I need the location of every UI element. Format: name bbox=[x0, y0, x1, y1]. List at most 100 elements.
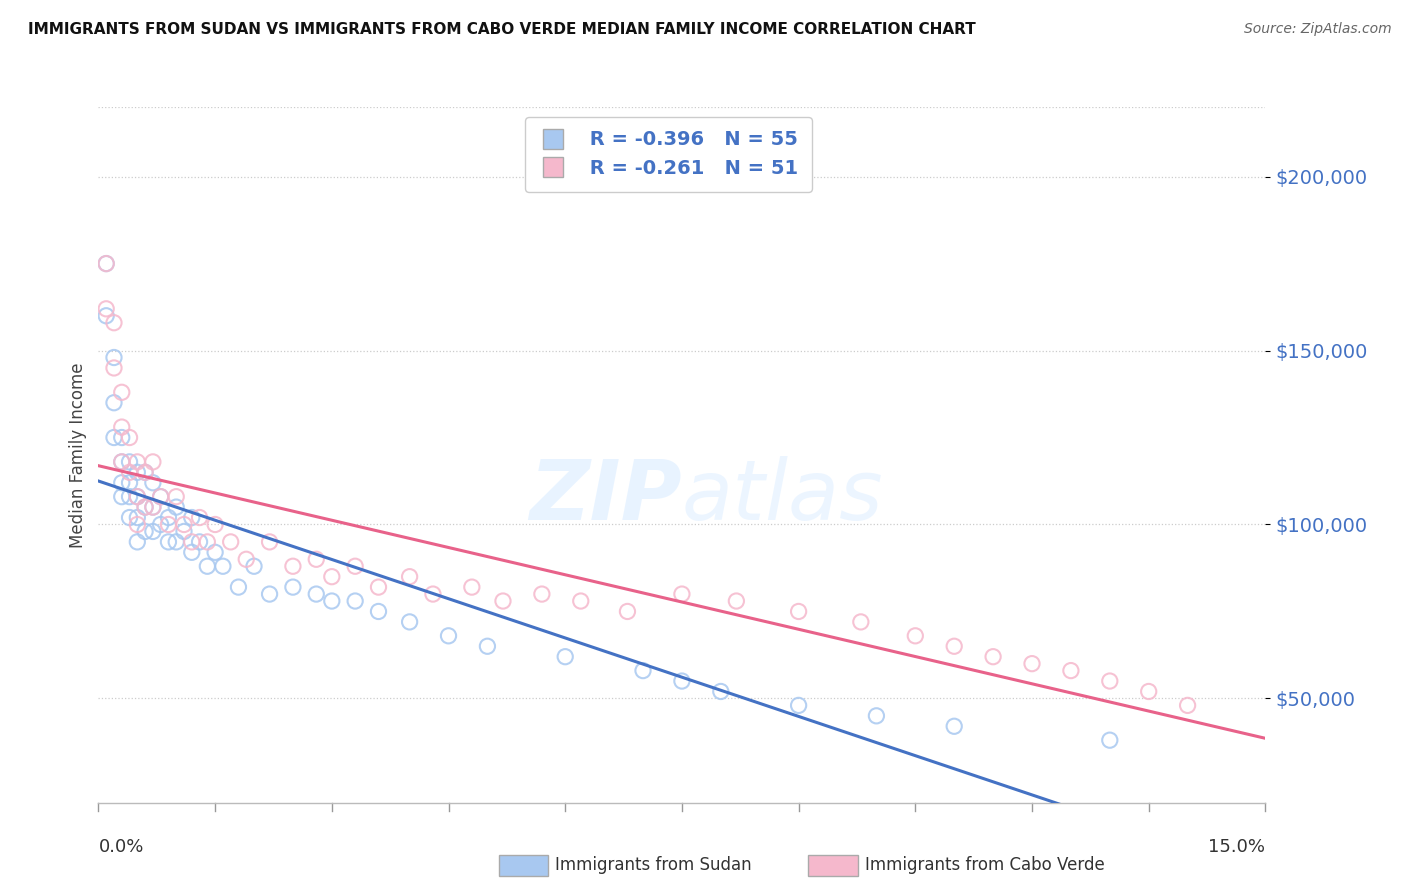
Point bbox=[422, 587, 444, 601]
Point bbox=[165, 500, 187, 514]
Point bbox=[118, 466, 141, 480]
Point bbox=[127, 490, 149, 504]
Point bbox=[149, 490, 172, 504]
Y-axis label: Median Family Income: Median Family Income bbox=[69, 362, 87, 548]
Point bbox=[671, 674, 693, 689]
Point bbox=[195, 559, 218, 574]
Point bbox=[142, 500, 165, 514]
Point bbox=[204, 517, 226, 532]
Point bbox=[367, 605, 389, 619]
Point bbox=[195, 534, 218, 549]
Point bbox=[96, 309, 118, 323]
Point bbox=[477, 639, 499, 653]
Point bbox=[710, 684, 733, 698]
Point bbox=[1177, 698, 1199, 713]
Text: atlas: atlas bbox=[682, 456, 883, 537]
Point bbox=[142, 455, 165, 469]
Point bbox=[188, 534, 211, 549]
Point bbox=[321, 594, 343, 608]
Point bbox=[1060, 664, 1083, 678]
Text: Immigrants from Sudan: Immigrants from Sudan bbox=[555, 856, 752, 874]
Point bbox=[103, 360, 125, 375]
Point bbox=[188, 510, 211, 524]
Point bbox=[981, 649, 1004, 664]
Point bbox=[631, 664, 654, 678]
Point bbox=[1098, 733, 1121, 747]
Point bbox=[725, 594, 748, 608]
Point bbox=[142, 475, 165, 490]
Point bbox=[1021, 657, 1043, 671]
Point bbox=[305, 552, 328, 566]
Point bbox=[127, 455, 149, 469]
Point bbox=[212, 559, 235, 574]
Point bbox=[259, 534, 281, 549]
Point bbox=[1098, 674, 1121, 689]
Point bbox=[165, 534, 187, 549]
Point bbox=[96, 256, 118, 270]
Point bbox=[142, 524, 165, 539]
Point bbox=[235, 552, 257, 566]
Point bbox=[149, 490, 172, 504]
Point bbox=[103, 351, 125, 365]
Point bbox=[492, 594, 515, 608]
Point bbox=[787, 698, 810, 713]
Point bbox=[127, 466, 149, 480]
Point bbox=[671, 587, 693, 601]
Point bbox=[1137, 684, 1160, 698]
Point bbox=[165, 490, 187, 504]
Point bbox=[111, 455, 134, 469]
Point bbox=[111, 385, 134, 400]
Point bbox=[787, 605, 810, 619]
Text: IMMIGRANTS FROM SUDAN VS IMMIGRANTS FROM CABO VERDE MEDIAN FAMILY INCOME CORRELA: IMMIGRANTS FROM SUDAN VS IMMIGRANTS FROM… bbox=[28, 22, 976, 37]
Point bbox=[180, 534, 202, 549]
Point bbox=[904, 629, 927, 643]
Point bbox=[118, 510, 141, 524]
Point bbox=[118, 455, 141, 469]
Point bbox=[321, 570, 343, 584]
Point bbox=[281, 580, 304, 594]
Point bbox=[398, 570, 420, 584]
Text: 15.0%: 15.0% bbox=[1208, 838, 1265, 855]
Text: 0.0%: 0.0% bbox=[98, 838, 143, 855]
Point bbox=[118, 490, 141, 504]
Point bbox=[219, 534, 242, 549]
Legend:  R = -0.396   N = 55,  R = -0.261   N = 51: R = -0.396 N = 55, R = -0.261 N = 51 bbox=[526, 117, 813, 192]
Point bbox=[228, 580, 250, 594]
Point bbox=[103, 395, 125, 409]
Point bbox=[157, 510, 180, 524]
Point bbox=[134, 500, 156, 514]
Point bbox=[344, 594, 367, 608]
Point bbox=[134, 466, 156, 480]
Point bbox=[96, 301, 118, 316]
Point bbox=[127, 534, 149, 549]
Point bbox=[111, 455, 134, 469]
Point bbox=[281, 559, 304, 574]
Point bbox=[134, 466, 156, 480]
Point bbox=[111, 420, 134, 434]
Point bbox=[157, 534, 180, 549]
Point bbox=[367, 580, 389, 594]
Point bbox=[204, 545, 226, 559]
Point bbox=[437, 629, 460, 643]
Point bbox=[134, 524, 156, 539]
Point bbox=[530, 587, 553, 601]
Point bbox=[243, 559, 266, 574]
Text: Source: ZipAtlas.com: Source: ZipAtlas.com bbox=[1244, 22, 1392, 37]
Point bbox=[127, 510, 149, 524]
Point bbox=[943, 639, 966, 653]
Point bbox=[173, 517, 195, 532]
Text: ZIP: ZIP bbox=[529, 456, 682, 537]
Point bbox=[127, 517, 149, 532]
Point bbox=[103, 316, 125, 330]
Text: Immigrants from Cabo Verde: Immigrants from Cabo Verde bbox=[865, 856, 1105, 874]
Point bbox=[180, 545, 202, 559]
Point bbox=[616, 605, 638, 619]
Point bbox=[259, 587, 281, 601]
Point bbox=[111, 430, 134, 444]
Point bbox=[134, 500, 156, 514]
Point bbox=[157, 517, 180, 532]
Point bbox=[849, 615, 872, 629]
Point bbox=[569, 594, 592, 608]
Point bbox=[344, 559, 367, 574]
Point bbox=[554, 649, 576, 664]
